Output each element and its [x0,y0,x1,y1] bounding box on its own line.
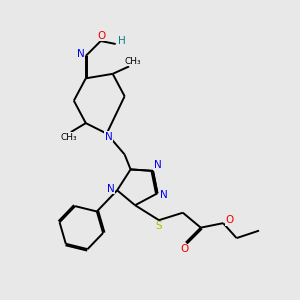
Text: CH₃: CH₃ [124,57,141,66]
Text: N: N [76,50,84,59]
Text: S: S [155,221,162,231]
Text: N: N [160,190,168,200]
Text: N: N [154,160,161,170]
Text: O: O [226,215,234,225]
Text: O: O [180,244,188,254]
Text: CH₃: CH₃ [61,133,77,142]
Text: N: N [105,132,113,142]
Text: H: H [118,36,125,46]
Text: N: N [107,184,115,194]
Text: O: O [97,31,106,40]
